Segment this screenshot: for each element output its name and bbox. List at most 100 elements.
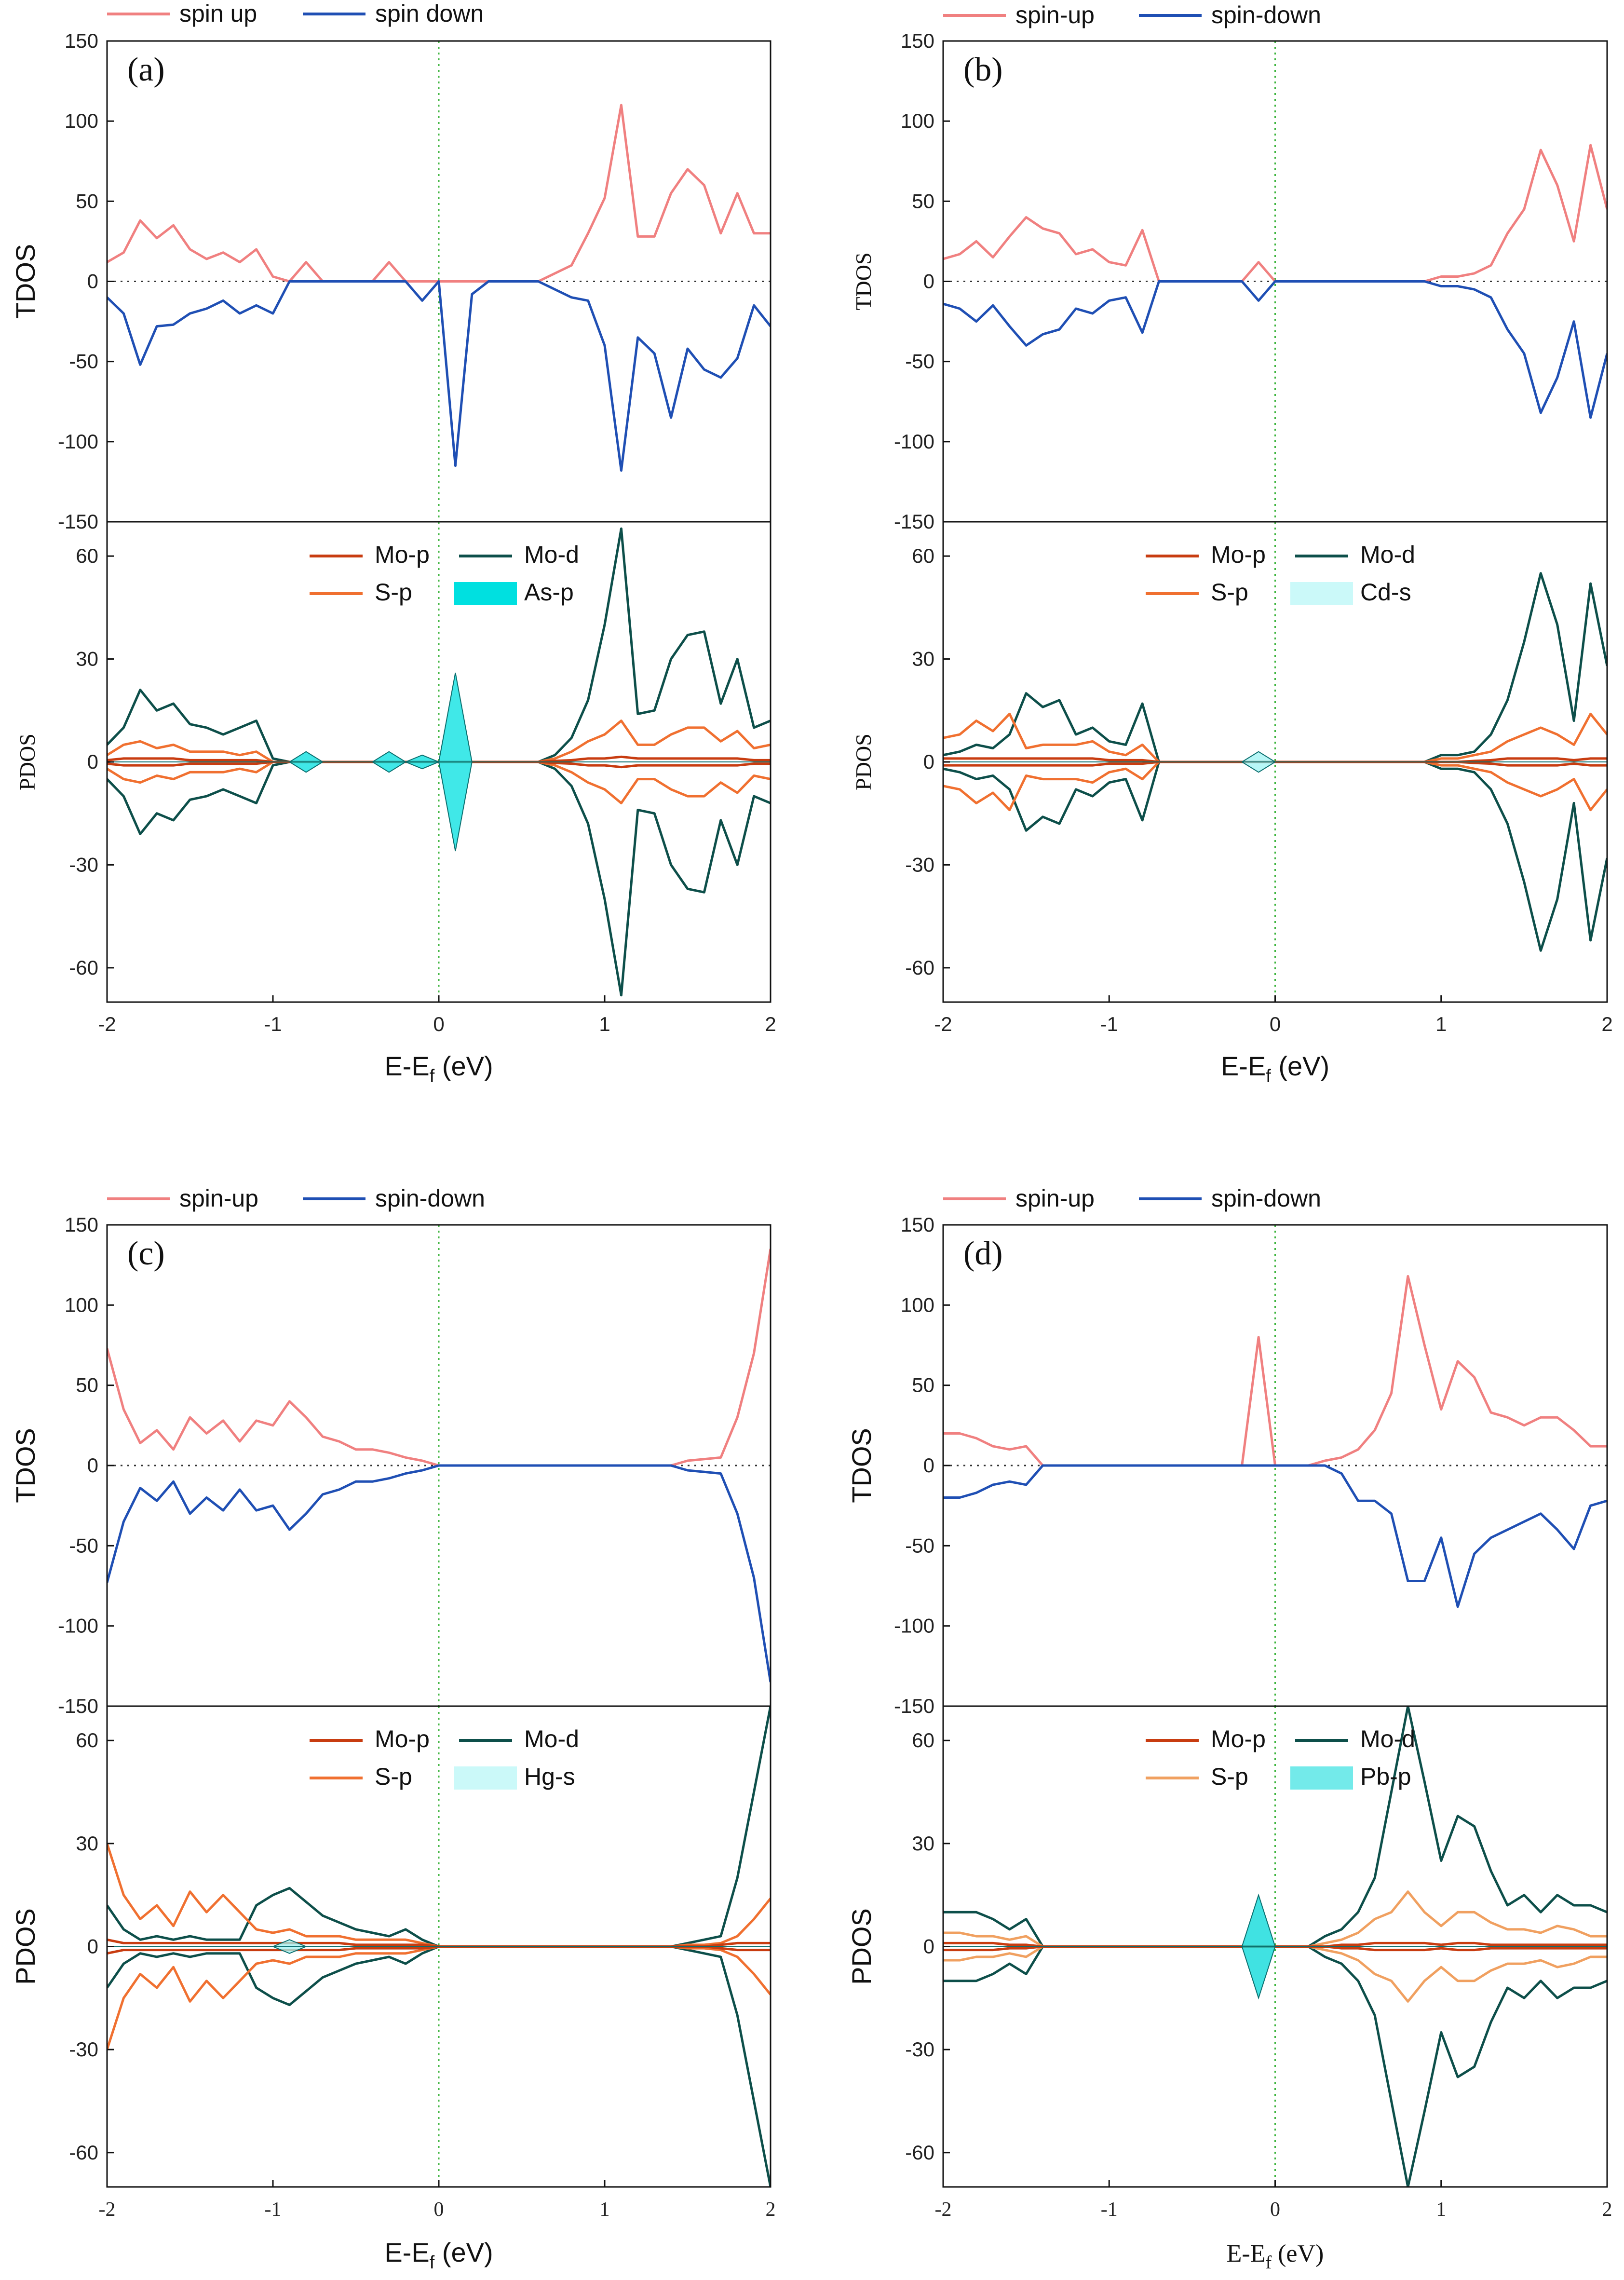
x-label-sub: f bbox=[1266, 1066, 1271, 1086]
pdos-y-axis-label: PDOS bbox=[846, 1908, 877, 1985]
y-tick-label: -150 bbox=[58, 1695, 98, 1717]
legend-label-spin-up: spin up bbox=[179, 0, 257, 27]
legend-label-Mo-p: Mo-p bbox=[1211, 541, 1266, 568]
series-spin-down-up bbox=[107, 1464, 771, 1683]
y-tick-label: 30 bbox=[912, 1832, 934, 1855]
legend-swatch-Cd-s bbox=[1290, 582, 1353, 605]
x-label-sub: f bbox=[430, 2253, 435, 2273]
y-tick-label: 60 bbox=[912, 1729, 934, 1751]
x-axis-label: E-Ef (eV) bbox=[384, 1051, 493, 1086]
y-tick-label: 100 bbox=[901, 1293, 934, 1316]
y-tick-label: 0 bbox=[923, 270, 934, 293]
x-axis-label: E-Ef (eV) bbox=[1227, 2240, 1324, 2273]
series-s-p-down bbox=[943, 760, 1607, 812]
y-tick-label: -50 bbox=[905, 1534, 934, 1557]
y-tick-label: 0 bbox=[87, 1935, 98, 1958]
panel-label: (b) bbox=[963, 51, 1003, 88]
pdos-axes: 60 30 0 -30 -60 PDOS bbox=[846, 1705, 1608, 2188]
legend-swatch-Hg-s bbox=[454, 1766, 517, 1790]
series-spin-down-up bbox=[107, 280, 771, 472]
tdos-y-axis-label: TDOS bbox=[10, 244, 41, 319]
x-tick-label: 2 bbox=[1602, 2199, 1612, 2221]
y-tick-label: -30 bbox=[905, 853, 934, 876]
series-hg-s-down bbox=[107, 1946, 771, 1954]
series-pb-p-down bbox=[943, 1946, 1607, 2000]
pdos-y-axis-label: PDOS bbox=[851, 733, 876, 790]
y-tick-label: 0 bbox=[923, 1935, 934, 1958]
legend-label-Mo-d: Mo-d bbox=[524, 1725, 579, 1752]
series-group bbox=[107, 1706, 771, 2187]
y-tick-label: -150 bbox=[58, 510, 98, 533]
x-tick-label: 1 bbox=[599, 1013, 610, 1035]
pdos-y-axis-label: PDOS bbox=[15, 733, 40, 790]
legend-label-Mo-p: Mo-p bbox=[1211, 1725, 1266, 1752]
y-tick-label: 0 bbox=[923, 1454, 934, 1477]
legend-label-S-p: S-p bbox=[1211, 1763, 1248, 1790]
series-group bbox=[943, 144, 1607, 419]
y-tick-label: 50 bbox=[76, 190, 98, 212]
x-tick-label: 2 bbox=[765, 1013, 776, 1035]
legend-label-spin-down: spin-down bbox=[375, 1185, 485, 1212]
x-tick-label: -2 bbox=[935, 2199, 952, 2221]
y-tick-label: 150 bbox=[65, 1213, 98, 1236]
y-tick-label: 0 bbox=[87, 270, 98, 293]
series-spin-down-up bbox=[943, 280, 1607, 419]
x-label-unit: (eV) bbox=[434, 2237, 493, 2267]
panel-label: (a) bbox=[127, 51, 165, 88]
x-tick-label: -1 bbox=[265, 2199, 282, 2221]
x-tick-label: 0 bbox=[433, 1013, 444, 1035]
y-tick-label: -100 bbox=[58, 430, 98, 453]
y-tick-label: -100 bbox=[894, 430, 934, 453]
series-mo-d-down bbox=[107, 760, 771, 997]
tdos-y-axis-label: TDOS bbox=[10, 1428, 41, 1503]
y-tick-label: 0 bbox=[87, 750, 98, 773]
y-tick-label: -50 bbox=[69, 1534, 98, 1557]
panel-label: (c) bbox=[127, 1235, 165, 1272]
panel-c: 150 100 50 0 -50 -100 -150 TDOS 60 30 0 -30 -60 PDOS -… bbox=[10, 1185, 776, 2273]
x-axis-label: E-Ef (eV) bbox=[1221, 1051, 1329, 1086]
y-tick-label: -60 bbox=[69, 2141, 98, 2164]
legend-swatch-Pb-p bbox=[1290, 1766, 1353, 1790]
x-tick-label: -1 bbox=[1101, 2199, 1118, 2221]
y-tick-label: -100 bbox=[894, 1615, 934, 1637]
y-tick-label: 50 bbox=[912, 190, 934, 212]
y-tick-label: -150 bbox=[894, 1695, 934, 1717]
series-group bbox=[107, 527, 771, 997]
panel-d: 150 100 50 0 -50 -100 -150 TDOS 60 30 0 -30 -60 PDOS -… bbox=[846, 1185, 1612, 2273]
x-tick-label: 1 bbox=[1435, 1013, 1447, 1035]
y-tick-label: -30 bbox=[69, 853, 98, 876]
tdos-axes: 150 100 50 0 -50 -100 -150 TDOS bbox=[10, 1213, 771, 1717]
legend-label-spin-up: spin-up bbox=[179, 1185, 258, 1212]
series-spin-up-up bbox=[107, 1249, 771, 1467]
series-group bbox=[943, 1275, 1607, 1608]
series-spin-down-up bbox=[943, 1464, 1607, 1608]
y-tick-label: 100 bbox=[65, 109, 98, 132]
y-tick-label: 30 bbox=[76, 1832, 98, 1855]
x-label-sub: f bbox=[1265, 2253, 1272, 2273]
x-label-main: E-E bbox=[384, 1051, 429, 1081]
x-label-main: E-E bbox=[1221, 1051, 1266, 1081]
y-tick-label: -50 bbox=[69, 350, 98, 373]
y-tick-label: 50 bbox=[76, 1374, 98, 1397]
y-tick-label: 150 bbox=[65, 29, 98, 52]
x-tick-label: 0 bbox=[1270, 1013, 1281, 1035]
y-tick-label: -30 bbox=[69, 2038, 98, 2061]
x-tick-label: 1 bbox=[600, 2199, 610, 2221]
y-tick-label: -50 bbox=[905, 350, 934, 373]
legend-label-Mo-p: Mo-p bbox=[375, 541, 430, 568]
pdos-axes: 60 30 0 -30 -60 PDOS bbox=[10, 1705, 771, 2188]
x-label-unit: (eV) bbox=[1272, 2240, 1324, 2267]
y-tick-label: 30 bbox=[912, 648, 934, 670]
legend-label-Pb-p: Pb-p bbox=[1360, 1763, 1411, 1790]
panel-b: 150 100 50 0 -50 -100 -150 TDOS 60 30 0 -30 -60 PDOS -… bbox=[851, 1, 1613, 1086]
y-tick-label: 50 bbox=[912, 1374, 934, 1397]
legend-label-S-p: S-p bbox=[1211, 579, 1248, 606]
x-label-unit: (eV) bbox=[1271, 1051, 1329, 1081]
series-cd-s-down bbox=[943, 761, 1607, 773]
x-tick-label: 0 bbox=[1270, 2199, 1280, 2221]
legend-label-S-p: S-p bbox=[375, 579, 412, 606]
series-group bbox=[943, 1706, 1607, 2187]
pdos-axes: 60 30 0 -30 -60 PDOS bbox=[15, 521, 771, 1003]
tdos-axes: 150 100 50 0 -50 -100 -150 TDOS bbox=[851, 29, 1608, 533]
x-tick-label: -1 bbox=[264, 1013, 282, 1035]
